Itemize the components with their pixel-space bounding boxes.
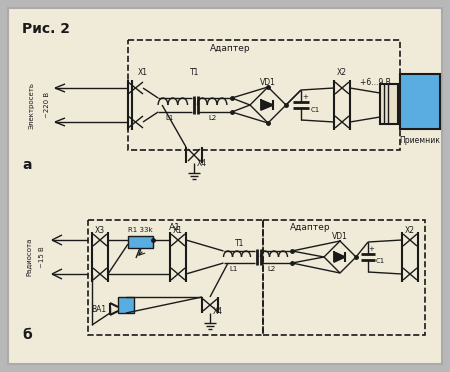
Text: VD1: VD1: [260, 77, 276, 87]
Bar: [380, 84, 398, 124]
Text: L1: L1: [166, 115, 174, 121]
Text: Адаптер: Адаптер: [290, 223, 330, 232]
Bar: [88, 220, 263, 335]
Text: BA1: BA1: [91, 305, 106, 314]
Text: +: +: [302, 94, 308, 100]
Text: L2: L2: [208, 115, 216, 121]
Text: Приемник: Приемник: [400, 135, 441, 144]
Polygon shape: [334, 252, 345, 262]
Text: ~15 В: ~15 В: [39, 246, 45, 268]
Text: X3: X3: [95, 225, 105, 234]
Text: ~220 В: ~220 В: [44, 92, 50, 118]
Text: X2: X2: [337, 67, 347, 77]
Bar: [118, 297, 134, 313]
Text: X1: X1: [138, 67, 148, 77]
Text: X4: X4: [197, 158, 207, 167]
Text: C1: C1: [311, 107, 320, 113]
Bar: [128, 40, 400, 150]
Text: T1: T1: [190, 67, 200, 77]
Text: VD1: VD1: [332, 231, 348, 241]
Text: б: б: [22, 328, 32, 342]
Text: R1 33k: R1 33k: [128, 227, 152, 233]
Text: а: а: [22, 158, 32, 172]
Polygon shape: [261, 100, 273, 110]
Bar: [263, 220, 425, 335]
Text: X4: X4: [213, 307, 223, 315]
Text: C1: C1: [376, 258, 385, 264]
Text: Адаптер: Адаптер: [210, 44, 251, 53]
Text: Рис. 2: Рис. 2: [22, 22, 70, 36]
Text: L1: L1: [230, 266, 238, 272]
Text: L2: L2: [267, 266, 275, 272]
Text: +: +: [368, 246, 374, 252]
Bar: [128, 236, 153, 248]
Text: X2: X2: [405, 225, 415, 234]
Text: A1: A1: [169, 223, 181, 232]
Text: +6...9 В: +6...9 В: [360, 77, 391, 87]
Text: Радиосота: Радиосота: [25, 238, 31, 276]
Text: T1: T1: [235, 238, 245, 247]
Text: X1: X1: [173, 225, 183, 234]
Text: Электросеть: Электросеть: [29, 81, 35, 128]
Bar: [400, 74, 440, 129]
